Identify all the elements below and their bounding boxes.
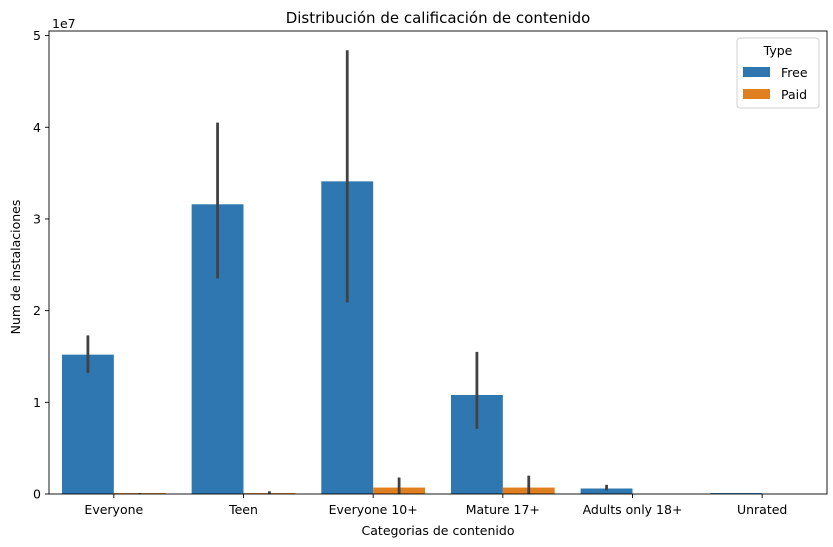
legend-swatch-free xyxy=(743,67,770,77)
x-tick-label: Everyone xyxy=(84,502,143,517)
x-axis-label: Categorias de contenido xyxy=(362,523,515,538)
x-tick-label: Unrated xyxy=(737,502,787,517)
y-tick-label: 2 xyxy=(33,303,41,318)
x-tick-label: Everyone 10+ xyxy=(329,502,418,517)
x-tick-label: Adults only 18+ xyxy=(583,502,683,517)
bar-free-0 xyxy=(61,354,114,494)
legend-label-paid: Paid xyxy=(781,87,807,102)
y-tick-label: 5 xyxy=(33,28,41,43)
y-axis-label: Num de instalaciones xyxy=(8,200,23,335)
chart-title: Distribución de calificación de contenid… xyxy=(286,9,591,27)
plot-area: 0 1 2 3 4 5 Everyone Teen Everyone 10+ Mature 17+… xyxy=(33,28,828,517)
axes-frame xyxy=(48,30,828,495)
y-tick-label: 4 xyxy=(33,120,41,135)
x-tick-label: Teen xyxy=(228,502,258,517)
legend: Type Free Paid xyxy=(736,37,820,109)
bar-free-4 xyxy=(580,488,633,494)
legend-swatch-paid xyxy=(743,89,770,99)
legend-title: Type xyxy=(763,43,793,58)
y-tick-label: 1 xyxy=(33,395,41,410)
x-tick-label: Mature 17+ xyxy=(466,502,540,517)
legend-label-free: Free xyxy=(781,65,808,80)
y-tick-label: 0 xyxy=(33,487,41,502)
y-tick-label: 3 xyxy=(33,211,41,226)
y-scale-label: 1e7 xyxy=(52,16,76,31)
bar-free-5 xyxy=(710,493,763,494)
